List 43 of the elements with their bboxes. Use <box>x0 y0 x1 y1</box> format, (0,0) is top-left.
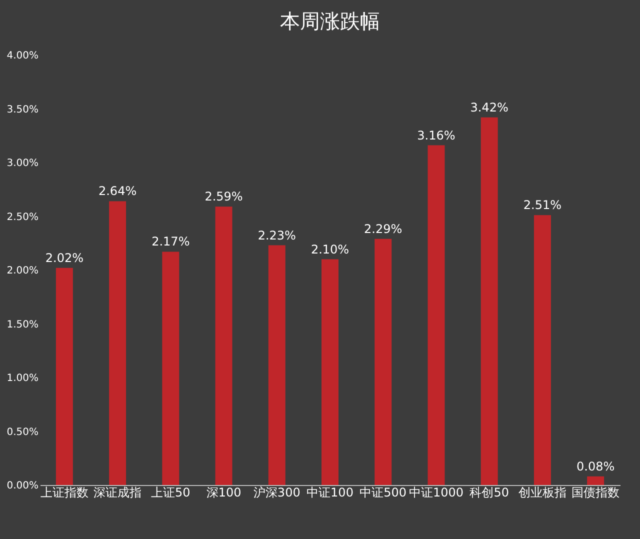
bar <box>480 117 498 485</box>
y-tick-label: 0.50% <box>6 426 38 438</box>
data-label: 2.02% <box>45 250 84 265</box>
y-tick-label: 4.00% <box>6 50 38 62</box>
bar <box>215 206 232 485</box>
x-tick-label: 国债指数 <box>572 486 620 500</box>
y-tick-label: 2.50% <box>6 212 38 223</box>
bar <box>162 252 180 485</box>
data-label: 2.51% <box>523 198 562 212</box>
bar <box>587 476 604 485</box>
y-tick-label: 2.00% <box>6 266 38 276</box>
x-tick-label: 深证成指 <box>94 486 142 500</box>
data-label: 3.16% <box>417 128 456 142</box>
data-label: 2.10% <box>310 242 350 256</box>
bar <box>374 238 392 485</box>
x-tick-label: 上证指数 <box>40 486 88 500</box>
y-tick-label: 3.00% <box>6 158 38 169</box>
x-tick-label: 创业板指 <box>518 486 566 500</box>
x-tick-label: 沪深300 <box>253 486 300 500</box>
data-label: 2.64% <box>98 184 137 198</box>
data-label: 2.23% <box>258 228 296 242</box>
x-tick-label: 科创50 <box>470 486 509 500</box>
bar <box>428 145 445 485</box>
y-tick-label: 0.00% <box>6 480 38 492</box>
bar <box>56 268 73 485</box>
data-label: 3.42% <box>470 100 508 114</box>
bar <box>322 259 338 485</box>
bar <box>534 215 551 485</box>
x-tick-label: 中证1000 <box>408 486 464 500</box>
data-label: 2.29% <box>364 222 402 236</box>
y-tick-label: 3.50% <box>6 104 38 116</box>
y-tick-label: 1.50% <box>6 319 38 330</box>
x-tick-label: 中证100 <box>306 486 354 500</box>
x-tick-label: 上证50 <box>151 486 190 500</box>
data-label: 2.17% <box>152 234 190 249</box>
data-label: 0.08% <box>576 459 615 474</box>
bar <box>268 245 286 485</box>
x-tick-label: 中证500 <box>360 486 407 500</box>
chart-title: 本周涨跌幅 <box>280 9 380 33</box>
y-tick-label: 1.00% <box>6 373 38 384</box>
data-label: 2.59% <box>204 190 243 204</box>
x-tick-label: 深100 <box>206 486 242 500</box>
bar <box>109 201 126 485</box>
